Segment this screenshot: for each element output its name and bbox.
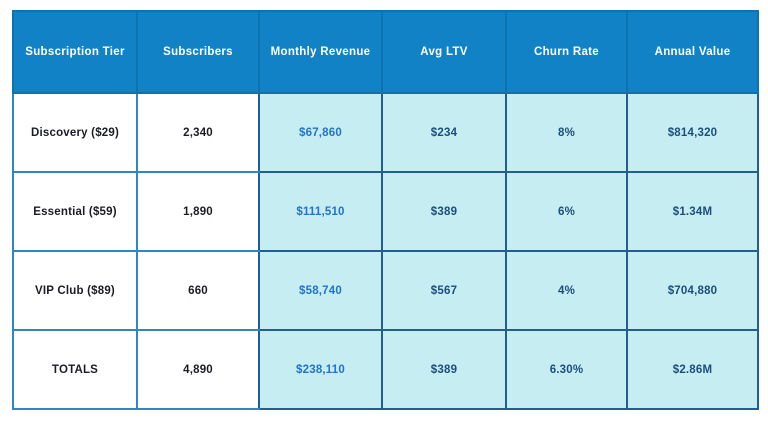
cell-monthly-revenue: $111,510 xyxy=(258,171,383,252)
cell-tier: Discovery ($29) xyxy=(12,92,138,173)
cell-annual-value: $814,320 xyxy=(626,92,759,173)
cell-avg-ltv: $389 xyxy=(381,171,507,252)
table-row-discovery: Discovery ($29) 2,340 $67,860 $234 8% $8… xyxy=(12,92,759,173)
cell-churn-rate: 8% xyxy=(505,92,628,173)
cell-subscribers: 2,340 xyxy=(136,92,260,173)
cell-churn-rate: 6% xyxy=(505,171,628,252)
cell-annual-value: $704,880 xyxy=(626,250,759,331)
cell-annual-value: $1.34M xyxy=(626,171,759,252)
cell-monthly-revenue: $58,740 xyxy=(258,250,383,331)
cell-annual-value: $2.86M xyxy=(626,329,759,410)
table-row-vip-club: VIP Club ($89) 660 $58,740 $567 4% $704,… xyxy=(12,250,759,331)
cell-churn-rate: 6.30% xyxy=(505,329,628,410)
column-header-subscription-tier: Subscription Tier xyxy=(12,10,138,94)
table-header-row: Subscription Tier Subscribers Monthly Re… xyxy=(12,10,759,94)
cell-subscribers: 1,890 xyxy=(136,171,260,252)
cell-monthly-revenue: $67,860 xyxy=(258,92,383,173)
column-header-monthly-revenue: Monthly Revenue xyxy=(258,10,383,94)
cell-avg-ltv: $567 xyxy=(381,250,507,331)
cell-tier: TOTALS xyxy=(12,329,138,410)
column-header-churn-rate: Churn Rate xyxy=(505,10,628,94)
cell-avg-ltv: $234 xyxy=(381,92,507,173)
table-row-totals: TOTALS 4,890 $238,110 $389 6.30% $2.86M xyxy=(12,329,759,410)
cell-tier: VIP Club ($89) xyxy=(12,250,138,331)
cell-subscribers: 4,890 xyxy=(136,329,260,410)
cell-tier: Essential ($59) xyxy=(12,171,138,252)
subscription-tier-table: Subscription Tier Subscribers Monthly Re… xyxy=(12,10,759,410)
column-header-annual-value: Annual Value xyxy=(626,10,759,94)
table-row-essential: Essential ($59) 1,890 $111,510 $389 6% $… xyxy=(12,171,759,252)
column-header-avg-ltv: Avg LTV xyxy=(381,10,507,94)
cell-subscribers: 660 xyxy=(136,250,260,331)
cell-monthly-revenue: $238,110 xyxy=(258,329,383,410)
column-header-subscribers: Subscribers xyxy=(136,10,260,94)
cell-avg-ltv: $389 xyxy=(381,329,507,410)
cell-churn-rate: 4% xyxy=(505,250,628,331)
